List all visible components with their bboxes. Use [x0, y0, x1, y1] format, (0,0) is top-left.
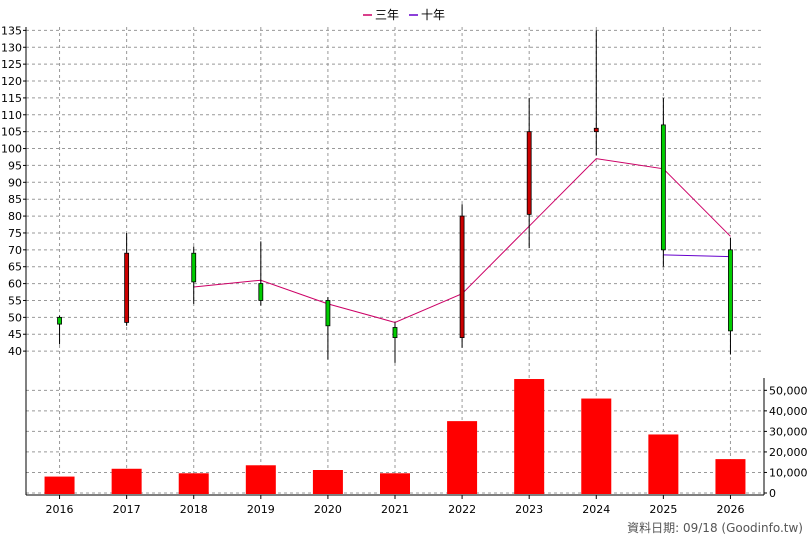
price-tick-label-50: 50	[8, 311, 22, 324]
price-tick-label-85: 85	[8, 193, 22, 206]
volume-tick-label-50000: 50,000	[769, 384, 808, 397]
candle-body-2023	[526, 131, 532, 215]
price-tick-label-80: 80	[8, 210, 22, 223]
price-tick-label-95: 95	[8, 159, 22, 172]
volume-bar-2026	[715, 459, 746, 494]
volume-bar-2021	[380, 473, 410, 494]
x-tick-label-2018: 2018	[180, 503, 208, 516]
x-tick-label-2024: 2024	[582, 503, 610, 516]
price-tick-label-100: 100	[1, 143, 22, 156]
price-tick-label-75: 75	[8, 227, 22, 240]
price-tick-label-55: 55	[8, 294, 22, 307]
volume-bars	[44, 379, 746, 494]
legend-label-3yr: 三年	[375, 8, 399, 22]
x-tick-label-2022: 2022	[448, 503, 476, 516]
volume-tick-label-40000: 40,000	[769, 405, 808, 418]
x-tick-label-2020: 2020	[314, 503, 342, 516]
candle-body-2019	[258, 283, 264, 301]
price-tick-label-125: 125	[1, 58, 22, 71]
legend: 三年 十年	[363, 8, 445, 22]
volume-bar-2019	[245, 465, 276, 494]
legend-label-10yr: 十年	[421, 8, 445, 22]
price-tick-label-120: 120	[1, 75, 22, 88]
candle-body-2026	[728, 249, 733, 332]
candles	[57, 30, 733, 363]
candle-body-2018	[191, 252, 197, 283]
x-tick-label-2019: 2019	[247, 503, 275, 516]
volume-tick-label-0: 0	[769, 487, 776, 500]
volume-tick-label-10000: 10,000	[769, 466, 808, 479]
volume-bar-2025	[648, 434, 679, 494]
axes: 40 45 50 55 60 65 70 75 80 85 90 95 100 105 110 115 120 1…	[1, 24, 808, 516]
volume-tick-label-20000: 20,000	[769, 446, 808, 459]
candle-body-2021	[392, 327, 398, 339]
candle-body-2024	[593, 127, 599, 133]
price-tick-label-45: 45	[8, 328, 22, 341]
footer-source: 資料日期: 09/18 (Goodinfo.tw)	[627, 521, 803, 535]
volume-bar-2023	[514, 379, 545, 494]
candle-body-2025	[660, 124, 666, 251]
candle-body-2020	[325, 300, 331, 327]
volume-bar-2024	[581, 398, 612, 494]
volume-bar-2017	[111, 468, 142, 494]
candle-body-2017	[124, 252, 130, 323]
volume-bar-2020	[312, 470, 343, 494]
volume-bar-2022	[447, 421, 478, 494]
price-tick-label-70: 70	[8, 244, 22, 257]
price-tick-label-135: 135	[1, 24, 22, 37]
price-tick-label-130: 130	[1, 41, 22, 54]
volume-bar-2016	[44, 476, 75, 494]
x-tick-label-2021: 2021	[381, 503, 409, 516]
price-tick-label-90: 90	[8, 176, 22, 189]
price-tick-label-110: 110	[1, 109, 22, 122]
x-tick-label-2023: 2023	[515, 503, 543, 516]
ma-10yr-line	[663, 254, 731, 258]
volume-bar-2018	[178, 473, 209, 494]
price-tick-label-115: 115	[1, 92, 22, 105]
volume-tick-label-30000: 30,000	[769, 425, 808, 438]
price-tick-label-105: 105	[1, 126, 22, 139]
candle-body-2022	[459, 215, 465, 339]
price-tick-label-60: 60	[8, 278, 22, 291]
grid	[26, 27, 764, 495]
x-tick-label-2016: 2016	[46, 503, 74, 516]
candle-body-2016	[57, 316, 62, 325]
x-tick-label-2026: 2026	[716, 503, 744, 516]
x-tick-label-2025: 2025	[649, 503, 677, 516]
x-tick-label-2017: 2017	[113, 503, 141, 516]
price-tick-label-40: 40	[8, 345, 22, 358]
price-tick-label-65: 65	[8, 261, 22, 274]
